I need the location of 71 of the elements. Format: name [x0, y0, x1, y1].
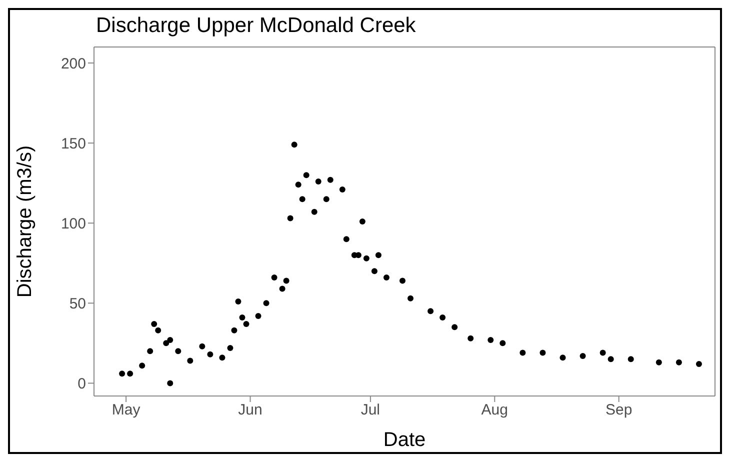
- point: [263, 300, 270, 306]
- point: [375, 252, 382, 258]
- y-axis-title: Discharge (m3/s): [14, 145, 36, 298]
- point: [147, 348, 154, 354]
- point: [167, 336, 174, 343]
- point: [399, 278, 406, 284]
- x-tick-label: Sep: [605, 402, 632, 419]
- point: [323, 196, 330, 202]
- point: [311, 208, 318, 215]
- point: [520, 350, 526, 356]
- point: [287, 215, 294, 222]
- point: [428, 308, 434, 314]
- point: [199, 343, 206, 350]
- point: [231, 327, 238, 334]
- point: [139, 362, 146, 369]
- point: [580, 352, 586, 359]
- point: [656, 359, 662, 366]
- x-axis-title: Date: [383, 429, 426, 451]
- x-tick-label: May: [112, 402, 141, 419]
- point: [371, 268, 378, 274]
- point: [540, 350, 546, 356]
- point: [440, 314, 446, 321]
- point: [291, 142, 298, 148]
- point: [696, 360, 702, 367]
- y-tick-label: 50: [69, 295, 86, 312]
- point: [243, 320, 250, 327]
- point: [299, 196, 306, 202]
- x-tick-label: Jul: [360, 402, 380, 419]
- point: [608, 356, 614, 362]
- y-tick-label: 200: [60, 55, 86, 72]
- point: [151, 320, 158, 327]
- y-tick-label: 100: [60, 215, 86, 232]
- x-tick-label: Jun: [238, 402, 262, 419]
- point: [676, 359, 682, 366]
- point: [167, 380, 174, 386]
- point: [628, 356, 634, 362]
- chart-title: Discharge Upper McDonald Creek: [96, 14, 416, 38]
- point: [227, 344, 234, 351]
- point: [175, 348, 182, 354]
- point: [468, 335, 474, 342]
- y-tick-label: 0: [78, 376, 86, 393]
- point: [383, 274, 390, 281]
- point: [163, 340, 170, 346]
- point: [315, 178, 322, 184]
- point: [363, 255, 370, 262]
- point: [279, 286, 286, 292]
- y-tick-label: 150: [60, 135, 86, 152]
- point: [359, 218, 366, 224]
- x-tick-label: Aug: [481, 402, 508, 419]
- point: [271, 274, 278, 281]
- point: [127, 370, 134, 377]
- point: [339, 186, 346, 192]
- point: [500, 340, 506, 346]
- point: [600, 350, 606, 356]
- point: [343, 236, 350, 242]
- point: [235, 298, 242, 305]
- point: [295, 182, 302, 188]
- point: [119, 370, 126, 377]
- point: [327, 176, 334, 183]
- point: [408, 295, 414, 302]
- point: [452, 324, 458, 330]
- point: [239, 314, 246, 321]
- point: [560, 354, 566, 361]
- point: [255, 312, 262, 319]
- point: [219, 354, 226, 361]
- point: [303, 172, 310, 178]
- point: [283, 278, 290, 284]
- point: [207, 351, 214, 358]
- point: [187, 358, 194, 364]
- point: [155, 327, 162, 334]
- point: [488, 336, 494, 343]
